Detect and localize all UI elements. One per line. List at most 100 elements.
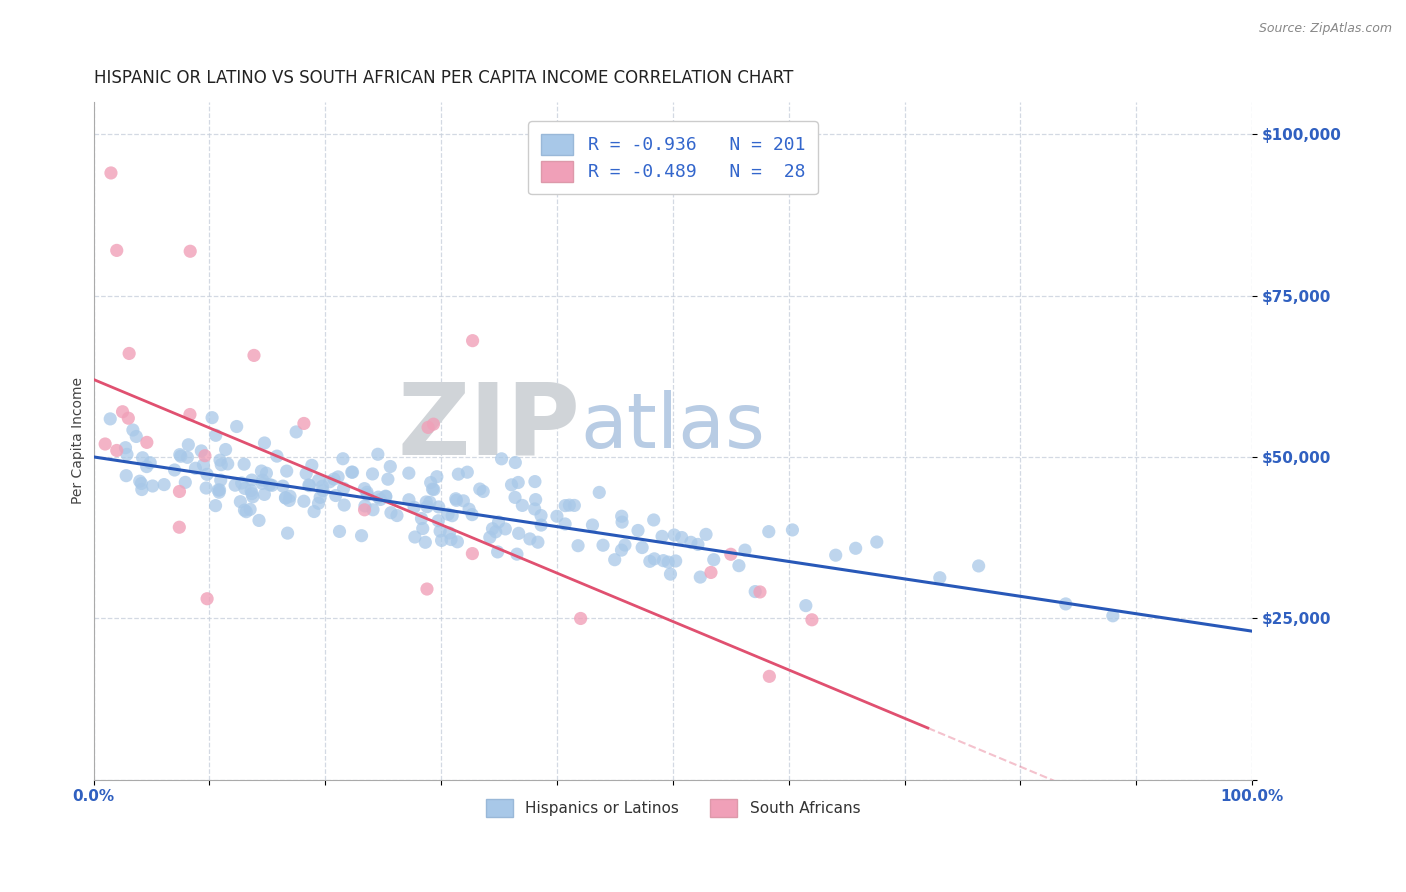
Point xyxy=(657,555,679,569)
Point xyxy=(427,500,450,514)
Point xyxy=(512,499,534,513)
Point xyxy=(446,534,468,549)
Text: HISPANIC OR LATINO VS SOUTH AFRICAN PER CAPITA INCOME CORRELATION CHART: HISPANIC OR LATINO VS SOUTH AFRICAN PER … xyxy=(94,69,793,87)
Point xyxy=(332,482,354,496)
Point xyxy=(229,494,252,508)
Point xyxy=(135,459,157,474)
Point xyxy=(412,522,434,536)
Point xyxy=(488,515,510,529)
Point xyxy=(353,482,375,496)
Point xyxy=(478,530,501,544)
Point xyxy=(643,551,665,566)
Point xyxy=(592,538,614,552)
Point xyxy=(184,461,207,475)
Point xyxy=(169,484,191,499)
Point xyxy=(527,535,550,549)
Point xyxy=(554,499,576,513)
Point xyxy=(277,526,299,541)
Point xyxy=(439,526,461,541)
Point xyxy=(250,464,273,478)
Point xyxy=(298,478,321,492)
Point xyxy=(233,482,256,496)
Point xyxy=(546,509,568,524)
Point xyxy=(201,410,224,425)
Point xyxy=(128,474,150,488)
Point xyxy=(163,463,186,477)
Point xyxy=(274,491,297,505)
Point xyxy=(118,346,141,360)
Point xyxy=(98,412,121,426)
Point xyxy=(679,535,702,549)
Point xyxy=(194,449,217,463)
Point xyxy=(416,420,439,434)
Point xyxy=(782,523,804,537)
Point xyxy=(174,475,197,490)
Point xyxy=(278,489,301,503)
Point xyxy=(377,472,399,486)
Point xyxy=(114,441,136,455)
Point xyxy=(472,484,495,499)
Point xyxy=(342,465,364,479)
Point xyxy=(302,504,325,518)
Point xyxy=(333,498,356,512)
Point xyxy=(252,473,274,487)
Point xyxy=(271,479,294,493)
Point xyxy=(419,495,441,509)
Point xyxy=(292,494,315,508)
Point xyxy=(243,348,266,362)
Point xyxy=(458,502,481,516)
Point xyxy=(440,533,463,547)
Point xyxy=(494,522,516,536)
Point xyxy=(800,613,823,627)
Point xyxy=(266,449,288,463)
Point xyxy=(356,488,378,502)
Point xyxy=(323,472,346,486)
Point xyxy=(603,552,626,566)
Point xyxy=(461,334,484,348)
Point xyxy=(361,467,384,481)
Point xyxy=(446,493,468,508)
Point xyxy=(240,486,263,500)
Point xyxy=(461,508,484,522)
Point xyxy=(254,467,277,481)
Point xyxy=(105,443,128,458)
Point xyxy=(131,483,153,497)
Point xyxy=(441,508,464,523)
Point xyxy=(195,467,218,482)
Point xyxy=(967,558,990,573)
Point xyxy=(240,473,263,487)
Point xyxy=(312,483,335,498)
Point xyxy=(1054,597,1077,611)
Point xyxy=(866,535,889,549)
Point xyxy=(231,475,253,490)
Point xyxy=(195,481,218,495)
Point xyxy=(370,492,392,507)
Point xyxy=(569,611,592,625)
Point xyxy=(503,491,526,505)
Point xyxy=(253,436,276,450)
Point xyxy=(481,522,503,536)
Point xyxy=(686,537,709,551)
Point xyxy=(298,478,321,492)
Point xyxy=(125,429,148,443)
Point xyxy=(117,411,139,425)
Point xyxy=(170,449,193,463)
Point xyxy=(325,489,347,503)
Point xyxy=(356,485,378,500)
Point xyxy=(292,417,315,431)
Point xyxy=(928,571,950,585)
Point xyxy=(404,500,426,515)
Point xyxy=(122,423,145,437)
Point xyxy=(374,489,396,503)
Point xyxy=(581,518,603,533)
Point xyxy=(276,464,298,478)
Point xyxy=(115,447,138,461)
Point xyxy=(361,502,384,516)
Point xyxy=(758,524,780,539)
Point xyxy=(491,451,513,466)
Point xyxy=(665,554,688,568)
Point xyxy=(308,496,330,510)
Point xyxy=(416,582,439,596)
Point xyxy=(824,548,846,562)
Point xyxy=(1101,608,1123,623)
